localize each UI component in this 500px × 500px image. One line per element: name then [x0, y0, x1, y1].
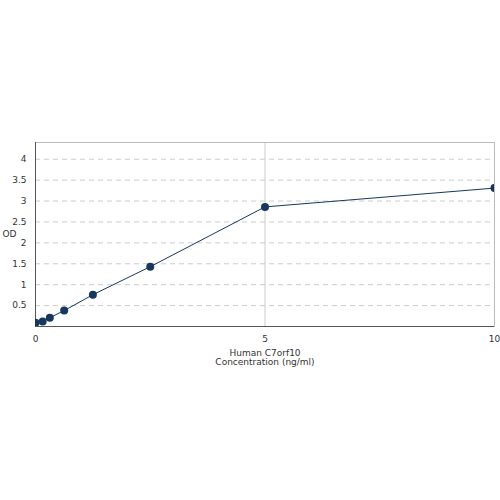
svg-text:5: 5 — [262, 334, 268, 344]
svg-text:OD: OD — [3, 229, 17, 239]
svg-text:3.5: 3.5 — [12, 175, 26, 185]
svg-text:2.5: 2.5 — [12, 217, 26, 227]
svg-text:0.5: 0.5 — [12, 300, 26, 310]
svg-text:2: 2 — [21, 238, 27, 248]
svg-text:3: 3 — [21, 196, 27, 206]
svg-text:Human C7orf10Concentration (ng: Human C7orf10Concentration (ng/ml) — [215, 348, 314, 368]
svg-text:4: 4 — [21, 154, 27, 164]
svg-text:0: 0 — [33, 334, 39, 344]
svg-text:1.5: 1.5 — [12, 259, 26, 269]
svg-text:1: 1 — [21, 280, 27, 290]
svg-text:10: 10 — [489, 334, 500, 344]
